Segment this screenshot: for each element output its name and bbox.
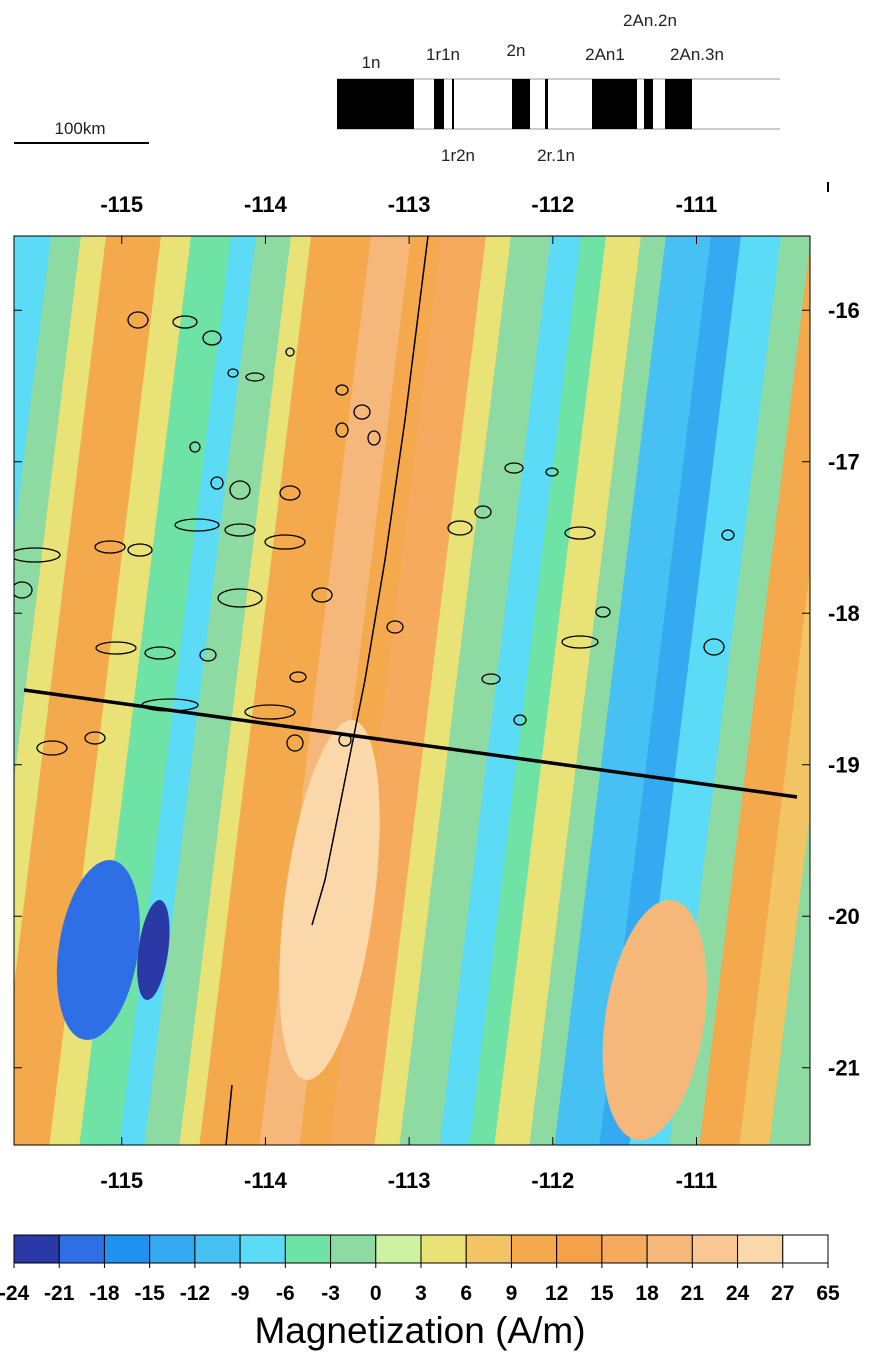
page: {"scale_bar": "100km", "timescale": {"to… bbox=[0, 0, 885, 1355]
x-tick-label-bottom: -111 bbox=[676, 1168, 718, 1193]
chron-block bbox=[512, 79, 530, 129]
x-tick-label-bottom: -113 bbox=[388, 1168, 431, 1193]
chron-label: 1n bbox=[362, 53, 381, 72]
magnetization-field bbox=[0, 200, 885, 1200]
chron-label: 2n bbox=[507, 41, 526, 60]
colorbar-swatch bbox=[376, 1235, 421, 1263]
colorbar-tick-label: -6 bbox=[276, 1282, 295, 1305]
colorbar-swatch bbox=[285, 1235, 330, 1263]
y-tick-label: -16 bbox=[828, 298, 860, 323]
colorbar-tick-label: -12 bbox=[180, 1282, 210, 1305]
scale-bar-label: 100km bbox=[54, 119, 105, 138]
chron-label: 2An1 bbox=[585, 45, 625, 64]
x-tick-label-top: -114 bbox=[244, 192, 288, 217]
colorbar-swatch bbox=[59, 1235, 104, 1263]
x-tick-label-bottom: -112 bbox=[531, 1168, 574, 1193]
colorbar-tick-label: -9 bbox=[231, 1282, 250, 1305]
colorbar-tick-label: -21 bbox=[44, 1282, 75, 1305]
y-tick-label: -20 bbox=[828, 904, 860, 929]
chron-block bbox=[545, 79, 548, 129]
colorbar-tick-label: 0 bbox=[370, 1282, 382, 1305]
chron-label: 2An.2n bbox=[623, 11, 677, 30]
x-tick-label-bottom: -114 bbox=[244, 1168, 288, 1193]
polarity-timescale bbox=[337, 79, 780, 129]
colorbar-swatch bbox=[195, 1235, 240, 1263]
map-area bbox=[0, 200, 885, 1200]
x-tick-label-top: -113 bbox=[388, 192, 431, 217]
colorbar-swatch bbox=[557, 1235, 602, 1263]
colorbar-tick-label: -3 bbox=[321, 1282, 340, 1305]
colorbar-swatch bbox=[331, 1235, 376, 1263]
y-tick-label: -18 bbox=[828, 601, 860, 626]
colorbar-tick-label: 15 bbox=[590, 1282, 614, 1305]
colorbar-tick-label: 6 bbox=[460, 1282, 472, 1305]
colorbar-tick-label: 9 bbox=[506, 1282, 518, 1305]
colorbar-swatch bbox=[421, 1235, 466, 1263]
chron-label: 2r.1n bbox=[537, 146, 575, 165]
chron-label: 1r1n bbox=[426, 45, 460, 64]
colorbar-swatch bbox=[150, 1235, 195, 1263]
colorbar-swatch bbox=[466, 1235, 511, 1263]
colorbar-tick-label: 3 bbox=[415, 1282, 427, 1305]
colorbar-tick-label: -24 bbox=[0, 1282, 29, 1305]
colorbar-swatch bbox=[692, 1235, 737, 1263]
chron-block bbox=[452, 79, 454, 129]
colorbar-label: Magnetization (A/m) bbox=[254, 1310, 585, 1351]
chron-block bbox=[592, 79, 637, 129]
colorbar-tick-label: 12 bbox=[545, 1282, 568, 1305]
figure: 100km Magnetization (A/m) 1n 1r1n 2n 2An1 2A… bbox=[0, 0, 885, 1355]
colorbar-tick-label: 27 bbox=[771, 1282, 794, 1305]
colorbar-swatch bbox=[104, 1235, 149, 1263]
colorbar-tick-label: 24 bbox=[726, 1282, 750, 1305]
colorbar-swatch bbox=[738, 1235, 783, 1263]
chron-label: 1r2n bbox=[441, 146, 475, 165]
colorbar-tick-label: -15 bbox=[134, 1282, 165, 1305]
chron-block bbox=[337, 79, 414, 129]
x-tick-label-bottom: -115 bbox=[100, 1168, 143, 1193]
colorbar-tick-label: 21 bbox=[681, 1282, 705, 1305]
y-tick-label: -17 bbox=[828, 450, 860, 475]
chron-label: 2An.3n bbox=[670, 45, 724, 64]
colorbar-swatch bbox=[647, 1235, 692, 1263]
colorbar-swatch bbox=[14, 1235, 59, 1263]
colorbar-swatch bbox=[783, 1235, 828, 1263]
field-band bbox=[813, 200, 885, 1200]
chron-block bbox=[665, 79, 692, 129]
colorbar-tick-label: 65 bbox=[816, 1282, 840, 1305]
x-tick-label-top: -111 bbox=[676, 192, 718, 217]
x-tick-label-top: -112 bbox=[531, 192, 574, 217]
chron-block bbox=[434, 79, 444, 129]
colorbar-swatch bbox=[511, 1235, 556, 1263]
x-tick-label-top: -115 bbox=[100, 192, 143, 217]
colorbar-tick-label: 18 bbox=[635, 1282, 659, 1305]
y-tick-label: -21 bbox=[828, 1056, 860, 1081]
colorbar-swatch bbox=[240, 1235, 285, 1263]
chron-block bbox=[644, 79, 653, 129]
colorbar-tick-label: -18 bbox=[89, 1282, 120, 1305]
colorbar-swatch bbox=[602, 1235, 647, 1263]
y-tick-label: -19 bbox=[828, 753, 860, 778]
